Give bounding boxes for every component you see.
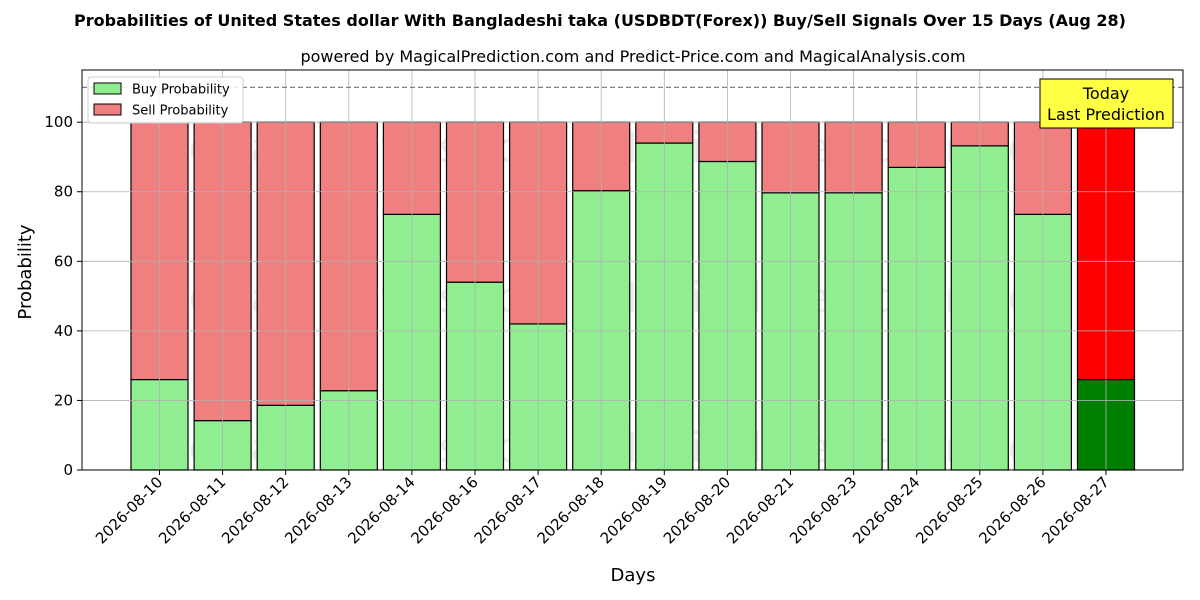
x-tick-label: 2026-08-27 xyxy=(1038,473,1112,547)
annotation-line2: Last Prediction xyxy=(1047,105,1165,124)
x-tick-label: 2026-08-10 xyxy=(92,473,166,547)
x-tick-label: 2026-08-26 xyxy=(975,473,1049,547)
x-tick-label: 2026-08-20 xyxy=(660,473,734,547)
x-tick-label: 2026-08-14 xyxy=(344,473,418,547)
annotation-box xyxy=(1039,78,1174,129)
annotation-line1: Today xyxy=(1082,84,1129,103)
legend-swatch-buy xyxy=(93,82,122,95)
legend-box xyxy=(87,76,244,124)
x-tick-label: 2026-08-23 xyxy=(786,473,860,547)
y-axis-label: Probability xyxy=(15,224,36,319)
legend: Buy Probability Sell Probability xyxy=(87,76,244,124)
legend-label-buy: Buy Probability xyxy=(132,83,230,98)
x-tick-label: 2026-08-11 xyxy=(155,473,229,547)
x-axis-label: Days xyxy=(611,565,656,586)
x-tick-label: 2026-08-12 xyxy=(218,473,292,547)
y-tick-label: 0 xyxy=(63,461,73,479)
x-tick-label: 2026-08-19 xyxy=(597,473,671,547)
y-tick-label: 40 xyxy=(54,322,73,340)
x-tick-label: 2026-08-13 xyxy=(281,473,355,547)
y-tick-label: 100 xyxy=(44,113,73,131)
y-tick-label: 80 xyxy=(54,183,73,201)
legend-label-sell: Sell Probability xyxy=(132,104,229,119)
x-tick-label: 2026-08-25 xyxy=(912,473,986,547)
chart-subtitle: powered by MagicalPrediction.com and Pre… xyxy=(300,47,965,66)
x-tick-label: 2026-08-16 xyxy=(407,473,481,547)
y-tick-label: 60 xyxy=(54,252,73,270)
chart-title: Probabilities of United States dollar Wi… xyxy=(74,11,1126,30)
x-tick-label: 2026-08-17 xyxy=(471,473,545,547)
plot-frame xyxy=(81,69,1184,471)
x-tick-label: 2026-08-21 xyxy=(723,473,797,547)
x-tick-label: 2026-08-24 xyxy=(849,473,923,547)
today-annotation: Today Last Prediction xyxy=(1039,78,1174,129)
plot-area: MagicalAnalysis.comMagicalPrediction.com… xyxy=(44,69,1184,547)
y-tick-label: 20 xyxy=(54,391,73,409)
legend-swatch-sell xyxy=(93,103,122,116)
x-tick-label: 2026-08-18 xyxy=(534,473,608,547)
